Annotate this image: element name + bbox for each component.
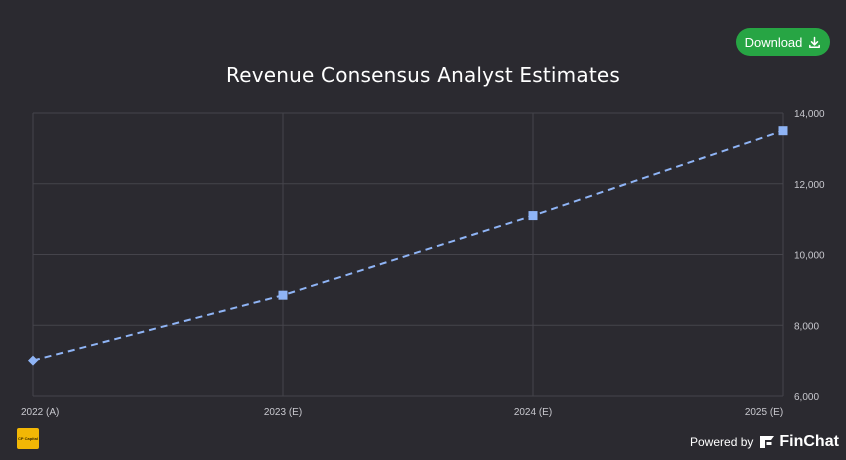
x-tick-label: 2022 (A)	[21, 407, 59, 418]
y-tick-label: 14,000	[794, 109, 825, 120]
chart-ticks: 6,000 8,000 10,000 12,000 14,000 2022 (A) 2023…	[21, 109, 825, 418]
data-point	[28, 355, 38, 366]
finchat-logo-icon	[760, 436, 775, 448]
company-logo: CP Capital	[17, 428, 39, 449]
brand-name: FinChat	[779, 433, 839, 450]
download-button[interactable]: Download	[736, 28, 830, 56]
y-tick-label: 6,000	[794, 392, 819, 403]
y-tick-label: 12,000	[794, 180, 825, 191]
x-tick-label: 2023 (E)	[264, 407, 302, 418]
x-tick-label: 2024 (E)	[514, 407, 552, 418]
data-point	[528, 211, 538, 221]
powered-by[interactable]: Powered by FinChat	[690, 432, 839, 452]
data-point	[778, 126, 788, 136]
series-line	[32, 129, 784, 362]
y-tick-label: 10,000	[794, 251, 825, 262]
chart-title: Revenue Consensus Analyst Estimates	[226, 63, 620, 87]
finchat-brand: FinChat	[759, 433, 839, 451]
download-icon	[808, 36, 821, 49]
download-label: Download	[744, 34, 803, 50]
data-point	[278, 290, 288, 300]
company-logo-text: CP Capital	[18, 435, 38, 441]
y-tick-label: 8,000	[794, 321, 819, 332]
powered-label: Powered by	[690, 435, 754, 449]
x-tick-label: 2025 (E)	[745, 407, 783, 418]
chart-series	[28, 126, 788, 366]
